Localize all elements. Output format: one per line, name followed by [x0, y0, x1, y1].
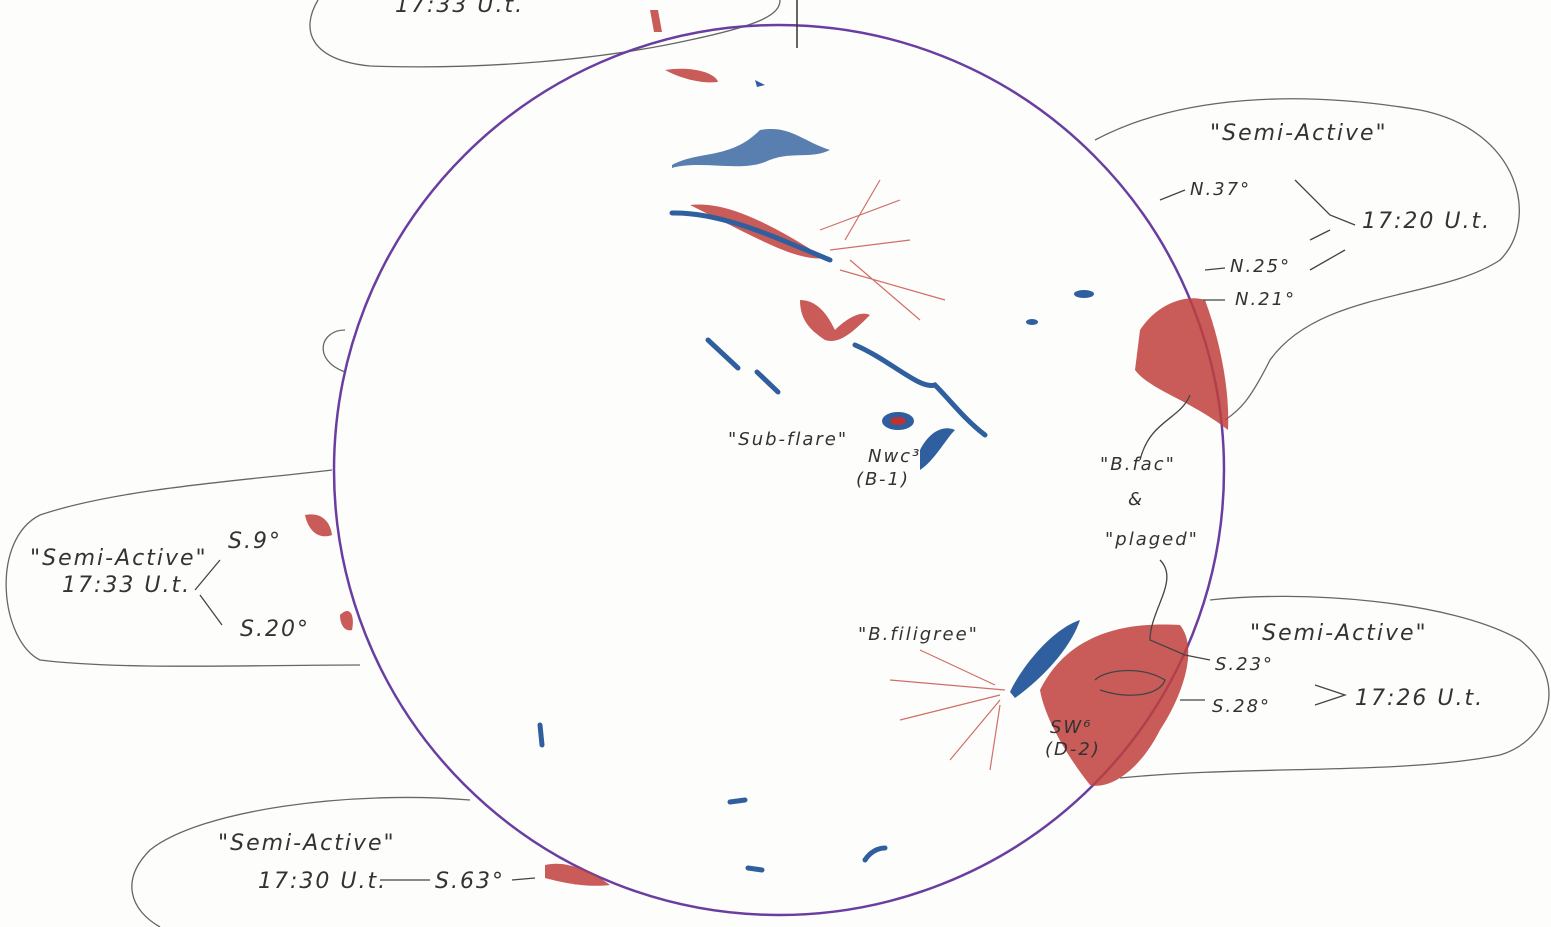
leaders — [194, 179, 1356, 881]
bubble — [131, 796, 471, 927]
bubble — [5, 469, 361, 667]
callout-title: "Semi-Active" — [218, 831, 396, 856]
feature-label: "plaged" — [1105, 529, 1199, 550]
features — [305, 10, 1229, 886]
feature-label: "B.fac" — [1100, 454, 1176, 475]
latitude: S.23° — [1215, 654, 1274, 675]
bubble — [322, 329, 346, 373]
bubble — [1119, 595, 1550, 779]
callout-title: "Semi-Active" — [1210, 121, 1388, 146]
latitude: N.37° — [1190, 179, 1251, 200]
time-label: 17:26 U.t. — [1355, 686, 1484, 711]
feature-label: (B-1) — [856, 469, 910, 490]
bubble — [309, 0, 781, 68]
feature-label: Nwc³ — [868, 446, 921, 467]
latitude: S.28° — [1212, 696, 1271, 717]
solar-disk — [332, 23, 1226, 917]
callout-title: "Semi-Active" — [1250, 621, 1428, 646]
feature-label: (D-2) — [1045, 739, 1101, 760]
feature-label: & — [1128, 489, 1144, 510]
feature-label: SW⁶ — [1050, 717, 1092, 738]
feature-label: "Sub-flare" — [728, 429, 848, 450]
callout-title: "Semi-Active" — [30, 546, 208, 571]
latitude: S.20° — [240, 617, 310, 642]
time-label: 17:20 U.t. — [1362, 209, 1491, 234]
latitude: S.63° — [435, 869, 505, 894]
time-label: 17:30 U.t. — [258, 869, 387, 894]
time-label: 17:33 U.t. — [395, 0, 524, 18]
bubble — [1094, 98, 1520, 421]
feature-label: "B.filigree" — [858, 624, 979, 645]
latitude: N.25° — [1230, 256, 1291, 277]
latitude: S.9° — [228, 529, 282, 554]
latitude: N.21° — [1235, 289, 1296, 310]
time-label: 17:33 U.t. — [62, 573, 191, 598]
